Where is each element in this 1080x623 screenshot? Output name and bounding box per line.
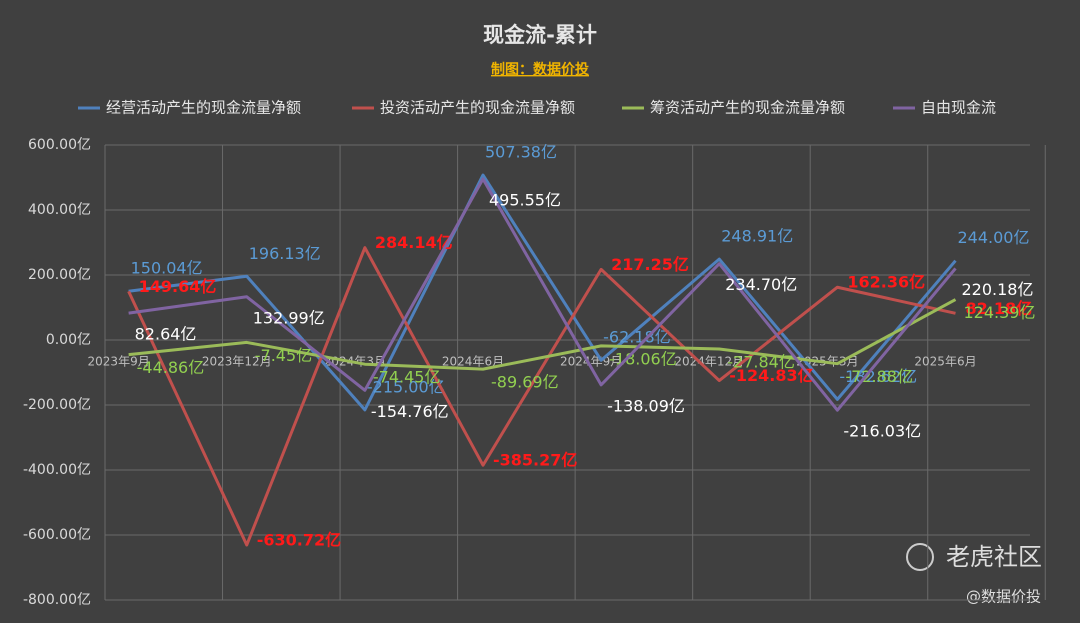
data-label: 507.38亿 [485,143,557,162]
data-label: -72.88亿 [845,367,913,386]
data-label: 284.14亿 [375,233,453,252]
data-label: -7.45亿 [255,346,312,365]
data-label: 220.18亿 [962,280,1034,299]
data-label: 150.04亿 [131,259,203,278]
y-tick-label: -800.00亿 [23,592,91,608]
data-label: -182.62亿 [839,367,917,386]
series-line [127,246,956,547]
data-label: 82.64亿 [135,325,197,344]
series-line [128,298,957,371]
legend-label: 筹资活动产生的现金流量净额 [650,99,845,117]
data-label: -18.06亿 [609,349,677,368]
data-label: 244.00亿 [958,228,1030,247]
x-tick-label: 2024年12月 [674,355,744,369]
data-label: -215.00亿 [367,377,445,396]
x-tick-label: 2024年6月 [442,355,504,369]
watermark-handle: @数据价投 [966,588,1041,606]
data-label: -74.45亿 [373,368,441,387]
y-tick-label: -600.00亿 [23,527,91,543]
data-label: -138.09亿 [607,396,685,415]
x-tick-label: 2025年6月 [914,355,976,369]
x-tick-label: 2023年12月 [202,355,272,369]
x-tick-label: 2023年9月 [88,355,150,369]
data-label: -44.86亿 [137,358,205,377]
data-label: -630.72亿 [257,530,341,549]
x-tick-label: 2024年9月 [560,355,622,369]
y-tick-label: 400.00亿 [28,202,91,218]
data-label: 495.55亿 [489,190,561,209]
chart-subtitle: 制图：数据价投 [491,61,589,78]
legend-label: 经营活动产生的现金流量净额 [106,99,301,117]
y-tick-label: -400.00亿 [23,462,91,478]
watermark-icon [906,543,934,571]
data-label: -27.84亿 [727,353,795,372]
chart-title: 现金流-累计 [483,23,597,47]
data-label: -62.18亿 [603,328,671,347]
data-label: -216.03亿 [843,422,921,441]
watermark-logo: 老虎社区 [946,543,1042,571]
data-label: -154.76亿 [371,402,449,421]
legend-label: 自由现金流 [921,99,996,117]
data-label: 234.70亿 [725,275,797,294]
series-line [128,177,957,412]
data-label: -385.27亿 [493,451,577,470]
y-tick-label: 200.00亿 [28,267,91,283]
y-tick-label: 0.00亿 [46,332,91,348]
data-label: 132.99亿 [253,308,325,327]
data-label: 149.64亿 [139,277,217,296]
y-tick-label: 600.00亿 [28,137,91,153]
data-label: 124.39亿 [964,303,1036,322]
data-label: -124.83亿 [729,366,813,385]
data-label: -89.69亿 [491,373,559,392]
y-tick-label: -200.00亿 [23,397,91,413]
data-label: 162.36亿 [847,273,925,292]
data-label: 217.25亿 [611,255,689,274]
data-label: 82.18亿 [966,299,1033,318]
data-label: 196.13亿 [249,244,321,263]
data-label: 248.91亿 [721,227,793,246]
series-line [128,173,957,412]
legend-label: 投资活动产生的现金流量净额 [380,99,575,117]
